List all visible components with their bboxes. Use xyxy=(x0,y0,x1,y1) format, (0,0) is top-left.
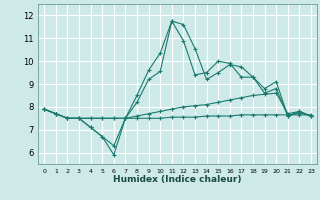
X-axis label: Humidex (Indice chaleur): Humidex (Indice chaleur) xyxy=(113,175,242,184)
